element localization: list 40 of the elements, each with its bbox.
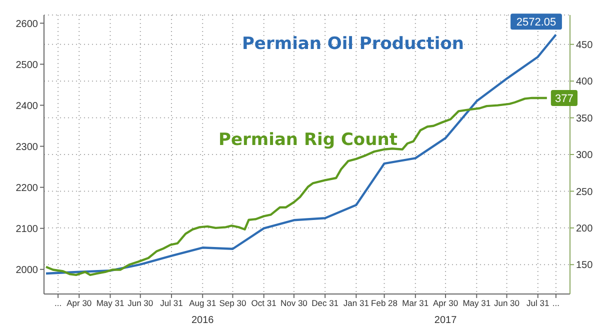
x-tick-label: ... <box>552 298 560 308</box>
series-label: Permian Rig Count <box>218 130 398 150</box>
x-tick-label: Apr 30 <box>433 298 458 308</box>
x-tick-label: Feb 28 <box>371 298 398 308</box>
line-series <box>44 34 558 275</box>
text: 2017 <box>434 315 458 326</box>
x-tick-label: May 31 <box>462 298 491 308</box>
x-tick-label: Sep 30 <box>219 298 246 308</box>
x-tick-label: Jun 30 <box>128 298 154 308</box>
x-tick-label: Jul 31 <box>526 298 550 308</box>
x-tick-label: ... <box>54 298 62 308</box>
line-series <box>44 96 548 276</box>
x-tick-label: Jun 30 <box>494 298 520 308</box>
y-tick-label: 2600 <box>16 18 38 30</box>
data-label: 377 <box>555 92 574 105</box>
x-tick-label: Oct 31 <box>251 298 277 308</box>
y-tick-label: 2400 <box>16 100 38 112</box>
text: Permian Oil Production <box>242 34 464 54</box>
x-tick-label: Apr 30 <box>66 298 92 308</box>
y2-tick-label: 200 <box>576 223 594 234</box>
x-tick-label: Aug 31 <box>189 298 216 308</box>
x-tick-label: Mar 31 <box>402 298 429 308</box>
y-tick-label: 2000 <box>16 264 38 276</box>
x-tick-label: May 31 <box>96 298 124 308</box>
x-tick-label: Dec 31 <box>312 298 339 308</box>
y-tick-label: 2300 <box>16 142 38 153</box>
y2-tick-label: 150 <box>576 260 594 272</box>
text: 2016 <box>191 315 214 326</box>
x-tick-label: Jan 31 <box>343 298 370 308</box>
y2-tick-label: 350 <box>576 113 594 124</box>
data-label: 2572.05 <box>516 16 556 29</box>
y-tick-label: 2500 <box>16 60 38 71</box>
y-tick-label: 2100 <box>16 224 38 235</box>
y2-tick-label: 400 <box>576 76 594 88</box>
x-tick-label: Nov 30 <box>280 298 308 308</box>
x-tick-label: Jul 31 <box>160 298 184 308</box>
y-tick-label: 2200 <box>16 182 38 194</box>
y2-tick-label: 450 <box>576 40 594 51</box>
y2-tick-label: 250 <box>576 186 594 198</box>
y2-tick-label: 300 <box>576 150 594 162</box>
